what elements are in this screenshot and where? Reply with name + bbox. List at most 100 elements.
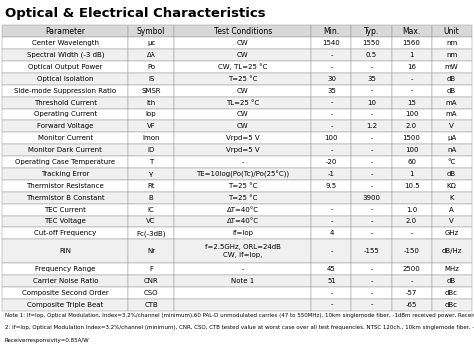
Text: Min.: Min. [323,27,339,36]
Bar [392,216,431,227]
Bar [392,85,431,97]
Bar [2,37,128,49]
Bar [2,73,128,85]
Bar [174,85,311,97]
Bar [351,85,392,97]
Bar [351,287,392,299]
Bar [174,299,311,311]
Text: -: - [370,302,373,308]
Bar [128,263,174,275]
Bar [431,37,472,49]
Bar [431,168,472,180]
Text: K: K [449,195,454,201]
Text: -: - [330,100,333,106]
Bar [311,263,351,275]
Text: Threshold Current: Threshold Current [34,100,97,106]
Text: Optical & Electrical Characteristics: Optical & Electrical Characteristics [5,7,265,20]
Text: -: - [370,230,373,236]
Text: Max.: Max. [402,27,420,36]
Bar [351,299,392,311]
Bar [351,25,392,37]
Bar [2,85,128,97]
Text: Side-mode Suppression Ratio: Side-mode Suppression Ratio [14,88,117,94]
Text: Spectral Width (-3 dB): Spectral Width (-3 dB) [27,52,104,58]
Text: 16: 16 [407,64,416,70]
Text: T=25 °C: T=25 °C [228,76,257,82]
Text: If=Iop: If=Iop [232,230,253,236]
Bar [431,156,472,168]
Text: Receiverresponsivity=0.85A/W: Receiverresponsivity=0.85A/W [5,338,90,343]
Bar [392,180,431,192]
Text: Test Conditions: Test Conditions [214,27,272,36]
Bar [2,239,128,263]
Bar [128,37,174,49]
Text: V: V [449,123,454,129]
Text: Fc(-3dB): Fc(-3dB) [137,230,166,237]
Text: 45: 45 [327,266,336,272]
Bar [392,108,431,120]
Text: Typ.: Typ. [364,27,379,36]
Text: -: - [370,159,373,165]
Bar [392,49,431,61]
Text: dB: dB [447,88,456,94]
Text: SMSR: SMSR [141,88,161,94]
Text: 1.0: 1.0 [406,207,417,213]
Bar [392,37,431,49]
Bar [431,192,472,204]
Bar [2,108,128,120]
Text: GHz: GHz [445,230,459,236]
Bar [128,192,174,204]
Text: IC: IC [148,207,155,213]
Bar [431,108,472,120]
Text: 1: 1 [409,52,414,58]
Bar [311,25,351,37]
Text: KΩ: KΩ [447,183,456,189]
Text: 2.0: 2.0 [406,218,417,224]
Bar [128,168,174,180]
Bar [174,239,311,263]
Bar [351,37,392,49]
Bar [392,299,431,311]
Text: T=25 °C: T=25 °C [228,195,257,201]
Text: -: - [370,64,373,70]
Text: VC: VC [146,218,156,224]
Text: -: - [330,218,333,224]
Text: A: A [449,207,454,213]
Bar [431,263,472,275]
Bar [311,204,351,216]
Bar [311,299,351,311]
Text: T=25 °C: T=25 °C [228,183,257,189]
Text: μc: μc [147,40,155,46]
Bar [351,263,392,275]
Bar [174,263,311,275]
Text: CW: CW [237,88,248,94]
Text: Thermistor Resistance: Thermistor Resistance [27,183,104,189]
Text: mA: mA [446,112,457,118]
Bar [2,192,128,204]
Text: CSO: CSO [144,290,158,296]
Bar [174,49,311,61]
Bar [431,61,472,73]
Text: Note 1: If=Iop, Optical Modulation, Index=3.2%/channel (minimum),60 PAL-D unmodu: Note 1: If=Iop, Optical Modulation, Inde… [5,313,474,318]
Text: CW: CW [237,123,248,129]
Bar [2,120,128,132]
Bar [128,299,174,311]
Bar [392,263,431,275]
Text: -: - [330,64,333,70]
Text: ΔT=40°C: ΔT=40°C [227,207,259,213]
Text: TL=25 °C: TL=25 °C [226,100,259,106]
Text: -: - [330,248,333,254]
Text: -: - [330,112,333,118]
Bar [2,180,128,192]
Text: 2500: 2500 [403,266,420,272]
Bar [174,25,311,37]
Text: TEC Current: TEC Current [45,207,86,213]
Bar [392,97,431,108]
Text: f=2.5GHz, ORL=24dB: f=2.5GHz, ORL=24dB [205,244,281,250]
Text: dB: dB [447,278,456,284]
Bar [311,239,351,263]
Bar [174,204,311,216]
Text: VF: VF [147,123,155,129]
Text: 3900: 3900 [363,195,381,201]
Text: Cut-off Frequency: Cut-off Frequency [34,230,96,236]
